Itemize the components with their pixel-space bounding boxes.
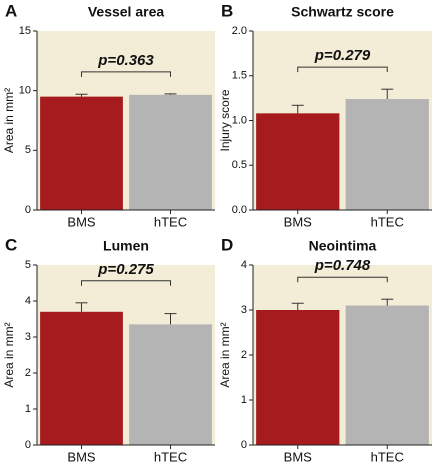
bar <box>256 310 340 445</box>
y-tick-label: 0 <box>25 439 31 451</box>
bar <box>40 311 123 445</box>
chart-title: Schwartz score <box>291 4 394 20</box>
y-tick-label: 2 <box>241 349 247 361</box>
panel-label: B <box>221 1 233 20</box>
axes <box>252 31 432 211</box>
axes <box>36 265 215 446</box>
y-tick-label: 5 <box>25 259 31 271</box>
y-tick-label: 1 <box>25 403 31 415</box>
y-tick-label: 1.0 <box>232 114 247 126</box>
x-tick-label: hTEC <box>154 214 187 229</box>
bar <box>256 113 340 210</box>
panel-label: A <box>5 1 17 20</box>
axes <box>252 265 432 446</box>
y-tick-label: 2 <box>25 367 31 379</box>
y-tick-label: 0.5 <box>232 159 247 171</box>
p-value: p=0.275 <box>97 261 154 278</box>
axes <box>36 31 215 211</box>
bar <box>40 96 123 210</box>
significance-bracket <box>297 276 388 283</box>
y-tick-label: 0 <box>25 204 31 216</box>
y-tick-label: 2.0 <box>232 25 247 37</box>
bar <box>345 99 429 210</box>
x-tick-label: BMS <box>67 449 96 464</box>
x-tick-label: hTEC <box>154 449 187 464</box>
significance-bracket <box>297 66 388 73</box>
y-tick-label: 5 <box>25 144 31 156</box>
y-tick-label: 4 <box>25 295 31 307</box>
x-tick-label: BMS <box>67 214 96 229</box>
x-tick-label: BMS <box>284 449 313 464</box>
x-tick-label: hTEC <box>371 449 404 464</box>
bar <box>345 305 429 445</box>
y-tick-label: 4 <box>241 259 247 271</box>
p-value: p=0.279 <box>314 47 371 64</box>
y-tick-label: 3 <box>241 304 247 316</box>
chart-title: Lumen <box>103 238 149 254</box>
y-axis-label: Area in mm² <box>218 322 232 387</box>
chart-title: Neointima <box>309 238 377 254</box>
y-axis-label: Area in mm² <box>2 322 16 387</box>
y-axis-label: Injury score <box>218 89 232 151</box>
panel-label: C <box>5 235 17 254</box>
y-tick-label: 0.0 <box>232 204 247 216</box>
x-tick-label: hTEC <box>371 214 404 229</box>
panel-label: D <box>221 235 233 254</box>
p-value: p=0.363 <box>97 52 154 69</box>
y-tick-label: 10 <box>19 85 31 97</box>
significance-bracket <box>81 280 171 286</box>
y-axis-label: Area in mm² <box>2 88 16 153</box>
y-tick-label: 3 <box>25 331 31 343</box>
y-tick-label: 1.5 <box>232 70 247 82</box>
significance-bracket <box>81 71 171 77</box>
y-tick-label: 1 <box>241 394 247 406</box>
bar <box>129 94 212 210</box>
chart-title: Vessel area <box>88 4 165 20</box>
bar <box>129 324 212 445</box>
x-tick-label: BMS <box>284 214 313 229</box>
p-value: p=0.748 <box>314 257 371 274</box>
y-tick-label: 15 <box>19 25 31 37</box>
y-tick-label: 0 <box>241 439 247 451</box>
